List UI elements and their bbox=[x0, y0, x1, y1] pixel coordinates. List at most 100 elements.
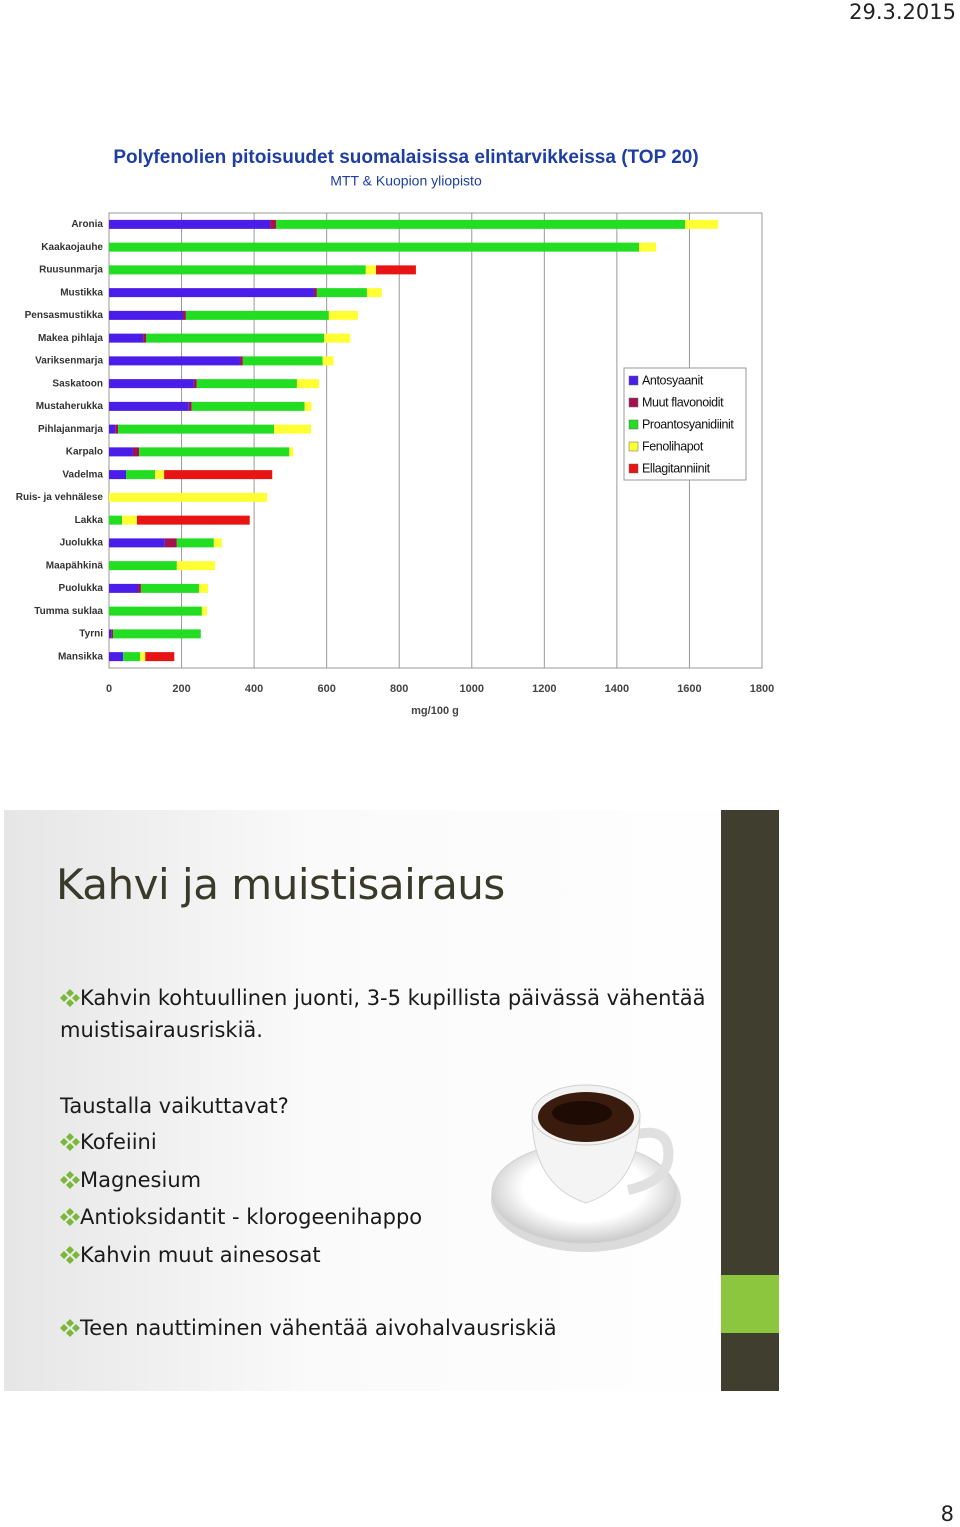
legend-label: Ellagitanniinit bbox=[642, 461, 711, 475]
y-tick-label: Variksenmarja bbox=[35, 356, 103, 367]
legend-label: Antosyaanit bbox=[642, 373, 704, 387]
y-tick-label: Pihlajanmarja bbox=[38, 424, 103, 435]
y-tick-label: Juolukka bbox=[60, 538, 104, 549]
bar-segment bbox=[109, 629, 112, 639]
bar-segment bbox=[274, 424, 312, 434]
bar-segment bbox=[109, 424, 116, 434]
bar-segment bbox=[118, 424, 275, 434]
bar-segment bbox=[185, 310, 329, 320]
factor-text: Kofeiini bbox=[80, 1130, 157, 1154]
legend-swatch bbox=[628, 397, 639, 408]
bar-segment bbox=[109, 492, 268, 502]
bar-segment bbox=[136, 515, 250, 525]
bullet-icon bbox=[60, 1208, 80, 1226]
subheading: Taustalla vaikuttavat? bbox=[60, 1094, 289, 1118]
bullet: Teen nauttiminen vähentää aivohalvausris… bbox=[60, 1312, 557, 1344]
bar-segment bbox=[109, 356, 240, 366]
bar-segment bbox=[109, 583, 139, 593]
bar-segment bbox=[239, 356, 243, 366]
slide-title: Kahvi ja muistisairaus bbox=[56, 860, 505, 909]
header-date: 29.3.2015 bbox=[849, 0, 956, 24]
x-tick-label: 1400 bbox=[605, 683, 629, 695]
y-tick-label: Mustikka bbox=[60, 287, 103, 298]
bar-segment bbox=[164, 538, 177, 548]
bar-segment bbox=[191, 401, 305, 411]
bar-segment bbox=[213, 538, 222, 548]
legend-label: Proantosyanidiinit bbox=[642, 417, 734, 431]
bar-segment bbox=[196, 379, 297, 389]
bar-segment bbox=[109, 265, 366, 275]
bullet-text: Teen nauttiminen vähentää aivohalvausris… bbox=[80, 1316, 557, 1340]
bullet-icon bbox=[60, 989, 80, 1007]
y-tick-label: Tyrni bbox=[79, 629, 103, 640]
bar-segment bbox=[296, 379, 320, 389]
x-tick-label: 600 bbox=[317, 683, 335, 695]
x-tick-label: 1800 bbox=[750, 683, 774, 695]
bar-segment bbox=[176, 561, 215, 571]
chart-subtitle: MTT & Kuopion yliopisto bbox=[330, 173, 482, 189]
bar-segment bbox=[109, 333, 144, 343]
y-tick-label: Karpalo bbox=[66, 447, 103, 458]
bar-segment bbox=[109, 538, 165, 548]
side-accent bbox=[721, 1275, 779, 1333]
bar-segment bbox=[111, 629, 113, 639]
y-tick-label: Pensasmustikka bbox=[25, 310, 104, 321]
slide: Kahvi ja muistisairaus Kahvin kohtuullin… bbox=[4, 810, 779, 1391]
factor-text: Antioksidantit - klorogeenihappo bbox=[80, 1205, 423, 1229]
bar-segment bbox=[109, 606, 202, 616]
coffee-cup bbox=[491, 1084, 681, 1252]
bullet-icon bbox=[60, 1170, 80, 1189]
bar-segment bbox=[109, 401, 189, 411]
bullet-icon bbox=[60, 1133, 80, 1151]
legend-swatch bbox=[628, 441, 639, 452]
bar-segment bbox=[188, 401, 192, 411]
bar-segment bbox=[685, 219, 719, 229]
bar-segment bbox=[366, 288, 382, 298]
y-tick-label: Saskatoon bbox=[52, 378, 103, 389]
bar-segment bbox=[109, 561, 177, 571]
bar-segment bbox=[123, 652, 141, 662]
factor: Kahvin muut ainesosat bbox=[60, 1239, 321, 1271]
legend-swatch bbox=[628, 463, 639, 474]
bar-segment bbox=[328, 310, 358, 320]
bar-segment bbox=[176, 538, 214, 548]
bar-segment bbox=[198, 583, 209, 593]
bar-segment bbox=[365, 265, 377, 275]
x-tick-label: 200 bbox=[172, 683, 190, 695]
legend-label: Muut flavonoidit bbox=[642, 395, 724, 409]
bar-segment bbox=[145, 652, 175, 662]
bar-segment bbox=[143, 333, 147, 343]
bar-segment bbox=[109, 652, 124, 662]
bar-segment bbox=[109, 219, 271, 229]
legend-label: Fenolihapot bbox=[642, 439, 704, 453]
bar-segment bbox=[109, 288, 314, 298]
chart: Polyfenolien pitoisuudet suomalaisissa e… bbox=[16, 147, 775, 717]
bar-segment bbox=[242, 356, 323, 366]
bar-segment bbox=[109, 379, 194, 389]
y-tick-label: Makea pihlaja bbox=[38, 333, 103, 344]
bar-segment bbox=[313, 288, 317, 298]
y-tick-label: Kaakaojauhe bbox=[41, 242, 103, 253]
bar-segment bbox=[183, 310, 186, 320]
legend-swatch bbox=[628, 419, 639, 430]
x-tick-label: 800 bbox=[390, 683, 408, 695]
bullet-icon bbox=[60, 1319, 80, 1337]
x-axis-label: mg/100 g bbox=[411, 705, 459, 717]
bar-segment bbox=[155, 470, 165, 480]
bar-segment bbox=[132, 447, 140, 457]
chart-title: Polyfenolien pitoisuudet suomalaisissa e… bbox=[113, 147, 698, 168]
bar-segment bbox=[126, 470, 156, 480]
bar-segment bbox=[276, 219, 686, 229]
x-tick-label: 0 bbox=[106, 683, 112, 695]
bar-segment bbox=[139, 447, 290, 457]
y-tick-label: Ruis- ja vehnälese bbox=[16, 492, 104, 503]
bar-segment bbox=[376, 265, 416, 275]
bar-segment bbox=[322, 356, 334, 366]
bar-segment bbox=[140, 652, 146, 662]
y-tick-label: Aronia bbox=[71, 219, 103, 230]
bar-segment bbox=[109, 242, 640, 252]
legend-swatch bbox=[628, 375, 639, 386]
bar-segment bbox=[639, 242, 657, 252]
factor: Magnesium bbox=[60, 1164, 201, 1196]
